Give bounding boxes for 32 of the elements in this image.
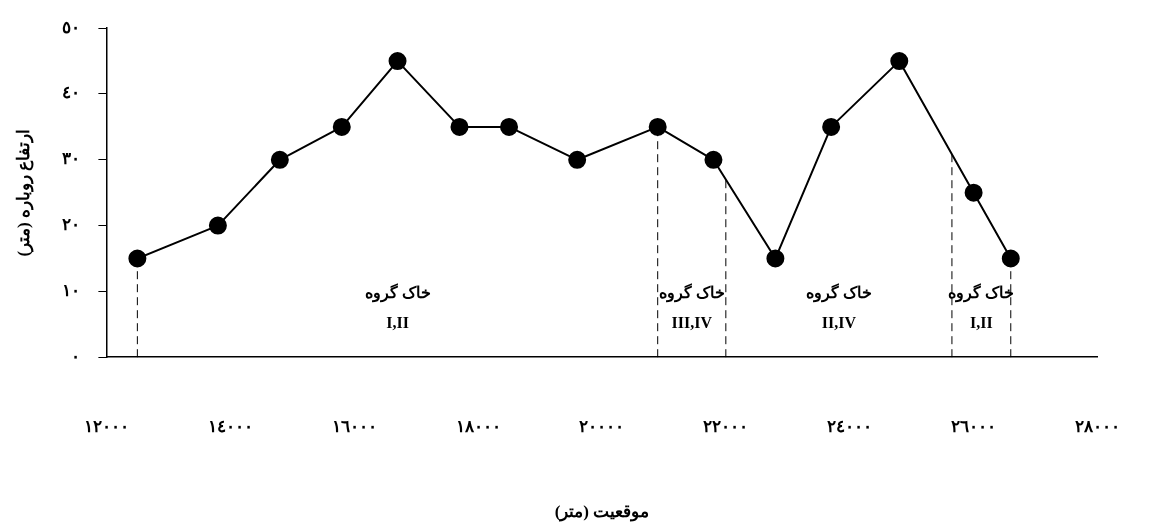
x-tick-label: ٢٢٠٠٠ xyxy=(703,416,749,436)
x-tick-label: ١٦٠٠٠ xyxy=(331,416,377,436)
point xyxy=(128,249,147,268)
point xyxy=(964,183,983,202)
y-tick-label: ٠ xyxy=(71,346,81,366)
y-tick-label: ٥٠ xyxy=(62,17,81,37)
y-tick-label: ٤٠ xyxy=(62,83,81,103)
point xyxy=(648,117,667,136)
point xyxy=(270,150,289,169)
x-tick-label: ٢٦٠٠٠ xyxy=(951,416,997,436)
point xyxy=(332,117,351,136)
x-tick-label: ٢٠٠٠٠ xyxy=(579,416,625,436)
x-tick-label: ١٨٠٠٠ xyxy=(455,416,501,436)
point xyxy=(500,117,519,136)
x-tick-label: ١٤٠٠٠ xyxy=(207,416,253,436)
point xyxy=(766,249,785,268)
point xyxy=(388,52,407,71)
point xyxy=(568,150,587,169)
x-tick-label: ٢٨٠٠٠ xyxy=(1075,416,1120,436)
point xyxy=(890,52,909,71)
point xyxy=(208,216,227,235)
y-tick-label: ٢٠ xyxy=(62,214,81,234)
point xyxy=(822,117,841,136)
x-tick-label: ٢٤٠٠٠ xyxy=(827,416,873,436)
y-tick-label: ٣٠ xyxy=(62,149,81,169)
x-tick-label: ١٢٠٠٠ xyxy=(83,416,129,436)
point xyxy=(704,150,723,169)
y-axis-title: ارتفاع روباره (متر) xyxy=(13,128,34,257)
point xyxy=(1001,249,1020,268)
y-tick-label: ١٠ xyxy=(62,280,81,300)
x-axis-title: موقعیت (متر) xyxy=(554,502,650,523)
point xyxy=(450,117,469,136)
